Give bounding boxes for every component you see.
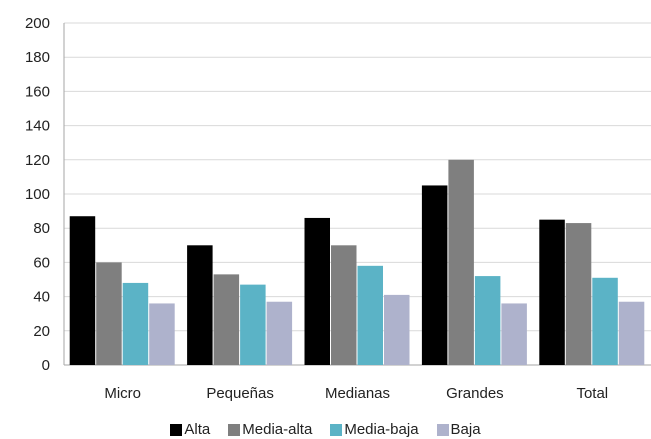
- legend-swatch: [228, 423, 241, 436]
- bar-media-baja-micro: [122, 282, 149, 365]
- bar-alta-pequeñas: [187, 245, 213, 365]
- y-tick-label: 120: [25, 152, 50, 169]
- legend-swatch: [330, 423, 343, 436]
- x-tick-label: Micro: [104, 385, 141, 402]
- bar-alta-grandes: [421, 185, 448, 365]
- bar-media-alta-micro: [96, 262, 122, 365]
- bar-media-alta-grandes: [448, 159, 474, 365]
- legend-swatch: [436, 423, 449, 436]
- bar-baja-grandes: [501, 303, 527, 365]
- legend-item-media-alta: Media-alta: [228, 420, 312, 439]
- x-tick-label: Grandes: [446, 385, 504, 402]
- legend-item-baja: Baja: [436, 420, 481, 439]
- y-tick-label: 180: [25, 49, 50, 66]
- y-tick-label: 200: [25, 15, 50, 32]
- bar-alta-total: [539, 219, 565, 365]
- bar-baja-pequeñas: [266, 301, 293, 365]
- y-tick-label: 140: [25, 118, 50, 135]
- legend-item-alta: Alta: [170, 420, 210, 439]
- chart-legend: Alta Media-alta Media-baja Baja: [0, 420, 651, 439]
- x-tick-label: Medianas: [325, 385, 390, 402]
- legend-swatch: [170, 423, 183, 436]
- bar-baja-micro: [149, 303, 175, 365]
- x-tick-label: Total: [576, 385, 608, 402]
- bar-media-baja-grandes: [474, 276, 501, 365]
- y-tick-label: 20: [33, 323, 50, 340]
- legend-label: Baja: [450, 421, 481, 438]
- bar-media-alta-pequeñas: [213, 274, 240, 365]
- bar-media-baja-pequeñas: [240, 284, 266, 365]
- bar-media-baja-total: [592, 277, 618, 365]
- legend-item-media-baja: Media-baja: [330, 420, 419, 439]
- bar-media-alta-total: [565, 223, 592, 365]
- y-tick-label: 0: [42, 357, 50, 374]
- x-tick-label: Pequeñas: [206, 385, 274, 402]
- bar-baja-medianas: [384, 294, 410, 365]
- bar-media-baja-medianas: [357, 265, 383, 365]
- y-tick-label: 40: [33, 289, 50, 306]
- bar-alta-micro: [69, 216, 96, 365]
- legend-label: Alta: [184, 421, 211, 438]
- bar-baja-total: [618, 301, 645, 365]
- legend-label: Media-alta: [242, 421, 313, 438]
- y-tick-label: 100: [25, 186, 50, 203]
- bar-chart: 0 20 40 60 80 100 120 140 160 180 200 Micro Pequeñas…: [25, 15, 651, 402]
- bar-media-alta-medianas: [331, 245, 357, 365]
- y-tick-label: 160: [25, 83, 50, 100]
- y-tick-label: 80: [33, 220, 50, 237]
- y-tick-label: 60: [33, 254, 50, 271]
- bar-alta-medianas: [304, 217, 330, 365]
- legend-label: Media-baja: [344, 421, 419, 438]
